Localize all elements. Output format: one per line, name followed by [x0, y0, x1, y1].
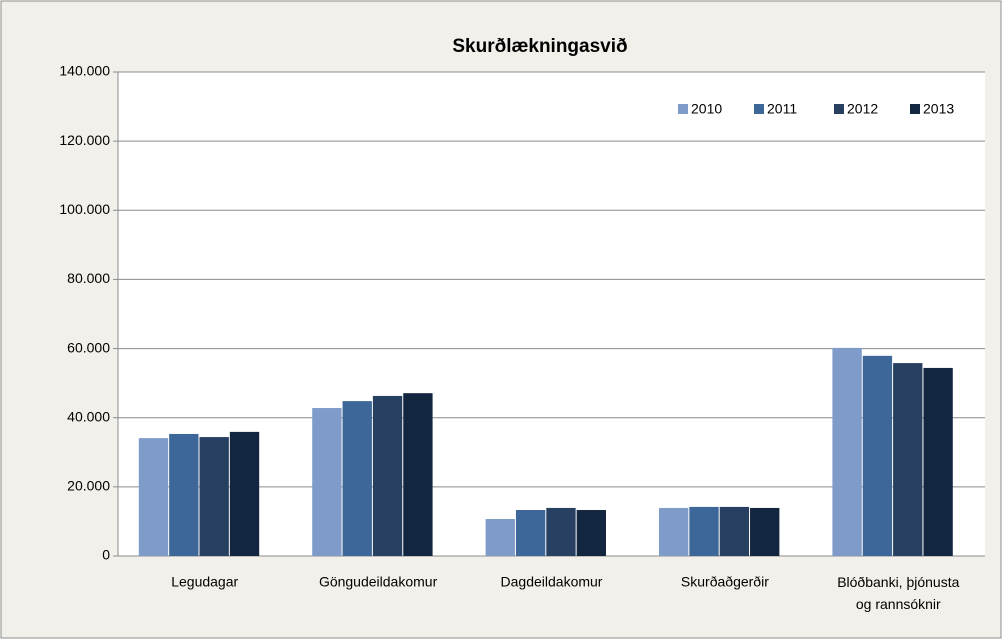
- bar: [719, 506, 750, 556]
- bar: [169, 433, 199, 556]
- bar: [229, 431, 260, 556]
- legend-swatch: [834, 104, 844, 114]
- y-tick-label: 140.000: [59, 63, 110, 79]
- x-tick-label: Legudagar: [171, 574, 238, 590]
- x-tick-label: Göngudeildakomur: [319, 574, 438, 590]
- x-tick-label: Dagdeildakomur: [501, 574, 603, 590]
- y-tick-label: 40.000: [67, 408, 110, 424]
- bar: [862, 355, 893, 556]
- y-tick-label: 60.000: [67, 339, 110, 355]
- x-tick-label: Blóðbanki, þjónusta og rannsóknir: [837, 574, 959, 612]
- bar: [576, 510, 606, 556]
- bar: [312, 408, 342, 556]
- legend-swatch: [910, 104, 920, 114]
- legend-label: 2010: [691, 101, 722, 117]
- bar: [342, 401, 372, 556]
- bar: [546, 507, 576, 556]
- y-tick-label: 0: [102, 547, 110, 563]
- bar: [199, 437, 229, 556]
- y-tick-label: 100.000: [59, 201, 110, 217]
- bar: [403, 393, 433, 556]
- legend-swatch: [754, 104, 764, 114]
- legend-label: 2013: [923, 101, 954, 117]
- bar: [750, 507, 780, 556]
- bar: [372, 395, 403, 556]
- y-tick-label: 80.000: [67, 270, 110, 286]
- legend-swatch: [678, 104, 688, 114]
- bar: [138, 438, 169, 556]
- legend-label: 2012: [847, 101, 878, 117]
- x-tick-label: Skurðaðgerðir: [681, 574, 769, 590]
- legend-label: 2011: [767, 101, 797, 117]
- bar: [485, 519, 515, 556]
- bar: [923, 367, 953, 556]
- bar: [893, 363, 923, 556]
- bar: [689, 506, 719, 556]
- chart-title: Skurðlækningasvið: [452, 36, 627, 57]
- bar: [659, 507, 689, 556]
- y-tick-label: 120.000: [59, 132, 110, 148]
- bar: [515, 510, 546, 556]
- bar: [832, 347, 862, 556]
- y-tick-label: 20.000: [67, 478, 110, 494]
